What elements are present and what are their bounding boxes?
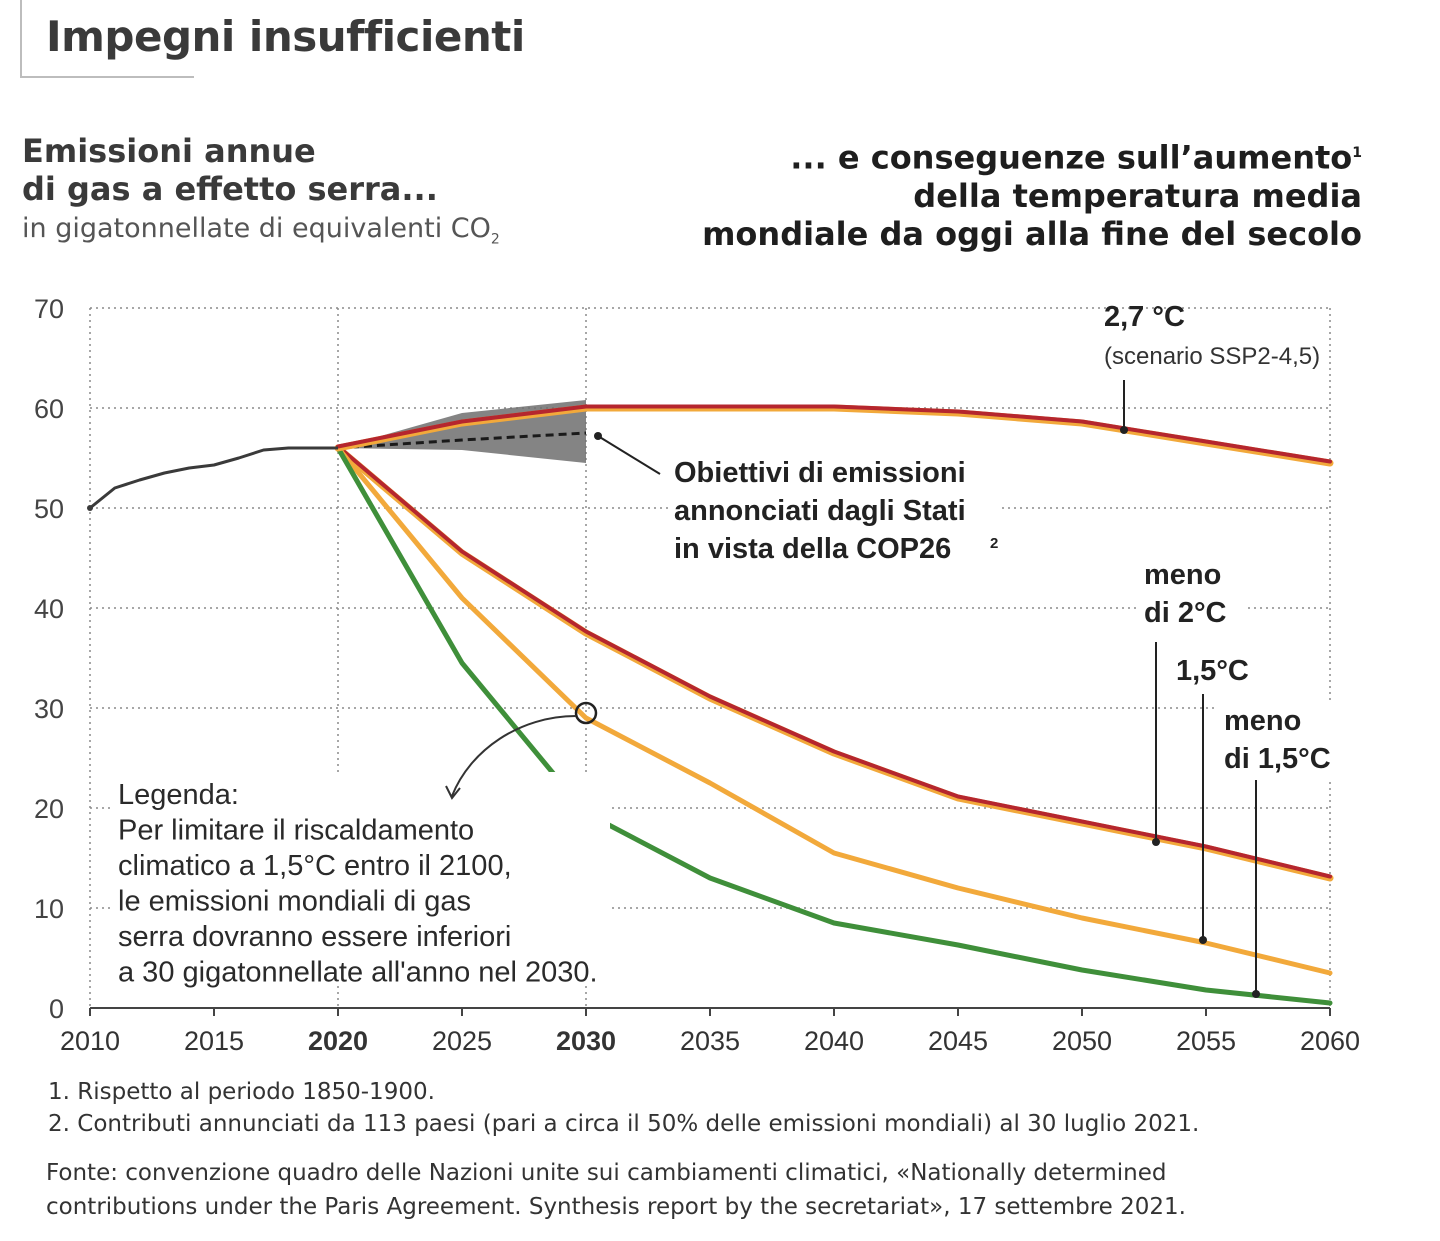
y-tick-label-50: 50: [34, 494, 64, 524]
x-tick-label-2060: 2060: [1300, 1026, 1360, 1056]
y-tick-label-60: 60: [34, 394, 64, 424]
x-tick-label-2015: 2015: [184, 1026, 244, 1056]
right-subtitle-line2: della temperatura media: [913, 176, 1362, 215]
c15-label-bg: [1170, 650, 1262, 692]
right-subtitle-line1-text: ... e conseguenze sull’aumento: [790, 138, 1353, 177]
unit-label: in gigatonnellate di equivalenti CO2: [22, 210, 500, 258]
footnotes: 1. Rispetto al periodo 1850-1900. 2. Con…: [48, 1076, 1199, 1140]
below15-label-line1: meno: [1224, 705, 1301, 737]
below15-pointer-dot: [1252, 990, 1260, 998]
left-subtitle: Emissioni annue di gas a effetto serra..…: [22, 132, 500, 258]
source-note: Fonte: convenzione quadro delle Nazioni …: [46, 1156, 1186, 1224]
series-layer: [87, 404, 1334, 1006]
below2-label-line2: di 2°C: [1144, 597, 1227, 629]
x-tick-label-2010: 2010: [60, 1026, 120, 1056]
footnote-2: 2. Contributi annunciati da 113 paesi (p…: [48, 1111, 1200, 1137]
below2-label-bg: [1138, 556, 1246, 632]
series-below_2c: [336, 444, 1332, 879]
below15-label-bg: [1218, 700, 1348, 780]
series-below_1_5c: [335, 445, 1333, 1006]
legend-line-0: Legenda:: [118, 779, 239, 811]
x-tick-label-2035: 2035: [680, 1026, 740, 1056]
footnote-1: 1. Rispetto al periodo 1850-1900.: [48, 1079, 435, 1105]
below2-label-line1: meno: [1144, 559, 1221, 591]
series-c1_5: [335, 445, 1333, 976]
y-tick-label-70: 70: [34, 294, 64, 324]
left-subtitle-line2: di gas a effetto serra...: [22, 170, 438, 208]
legend-arrowhead: [445, 785, 461, 800]
right-subtitle-line1: ... e conseguenze sull’aumento1: [702, 134, 1362, 177]
legend-line-5: a 30 gigatonnellate all'anno nel 2030.: [118, 957, 598, 989]
c15-label: 1,5°C: [1176, 655, 1249, 687]
right-subtitle-line3: mondiale da oggi alla fine del secolo: [702, 214, 1362, 253]
series-historical: [89, 446, 338, 510]
ssp-sublabel: (scenario SSP2-4,5): [1104, 343, 1320, 370]
footnote-ref-2: 2: [990, 535, 998, 552]
x-tick-label-2025: 2025: [432, 1026, 492, 1056]
historical-start-dot: [87, 505, 93, 511]
y-tick-label-30: 30: [34, 694, 64, 724]
x-tick-label-2045: 2045: [928, 1026, 988, 1056]
ndc-label-line2: annonciati dagli Stati: [674, 495, 966, 527]
source-line1: Fonte: convenzione quadro delle Nazioni …: [46, 1160, 1167, 1186]
series-ssp2_45: [336, 404, 1332, 464]
axis-layer: 2010 2015 2020 2025 2030 2035 2040 2045 2050 2055…: [34, 294, 1360, 1056]
below15-label-line2: di 1,5°C: [1224, 743, 1331, 775]
y-tick-label-20: 20: [34, 794, 64, 824]
ndc-pointer-dot: [594, 432, 602, 440]
page-title: Impegni insufficienti: [46, 12, 525, 61]
source-line2: contributions under the Paris Agreement.…: [46, 1194, 1186, 1220]
highlight-point-2030: [574, 701, 598, 725]
legend-line-1: Per limitare il riscaldamento: [118, 815, 474, 847]
y-tick-label-40: 40: [34, 594, 64, 624]
x-tick-label-2050: 2050: [1052, 1026, 1112, 1056]
unit-text: in gigatonnellate di equivalenti CO: [22, 213, 491, 244]
ndc-label-line3: in vista della COP26: [674, 533, 951, 565]
x-tick-label-2030: 2030: [556, 1026, 616, 1056]
legend-line-2: climatico a 1,5°C entro il 2100,: [118, 850, 512, 882]
x-tick-label-2020: 2020: [308, 1026, 368, 1056]
legend-line-4: serra dovranno essere inferiori: [118, 921, 511, 953]
ndc-pointer: [597, 435, 661, 475]
title-frame: [20, 0, 194, 78]
left-subtitle-line1: Emissioni annue: [22, 132, 316, 170]
c15-pointer-dot: [1199, 936, 1207, 944]
x-tick-label-2055: 2055: [1176, 1026, 1236, 1056]
x-tick-label-2040: 2040: [804, 1026, 864, 1056]
y-tick-label-10: 10: [34, 894, 64, 924]
ssp-pointer-dot: [1120, 426, 1128, 434]
legend-line-3: le emissioni mondiali di gas: [118, 886, 471, 918]
footnote-ref-1: 1: [1352, 145, 1362, 161]
y-tick-label-0: 0: [49, 994, 64, 1024]
ndc-median-line: [337, 431, 587, 450]
ssp-label: 2,7 °C: [1104, 301, 1185, 333]
legend-text: Legenda: Per limitare il riscaldamentocli…: [118, 779, 598, 989]
ndc-label-line1: Obiettivi di emissioni: [674, 457, 966, 489]
legend-bg: [110, 772, 610, 982]
ndc-label-bg: [668, 448, 998, 568]
legend-arrow: [451, 715, 577, 797]
unit-subscript: 2: [490, 231, 500, 248]
below2-pointer-dot: [1152, 838, 1160, 846]
annotation-layer: 2,7 °C (scenario SSP2-4,5) Obiettivi di …: [110, 301, 1348, 998]
right-subtitle: ... e conseguenze sull’aumento1 della te…: [702, 134, 1362, 253]
